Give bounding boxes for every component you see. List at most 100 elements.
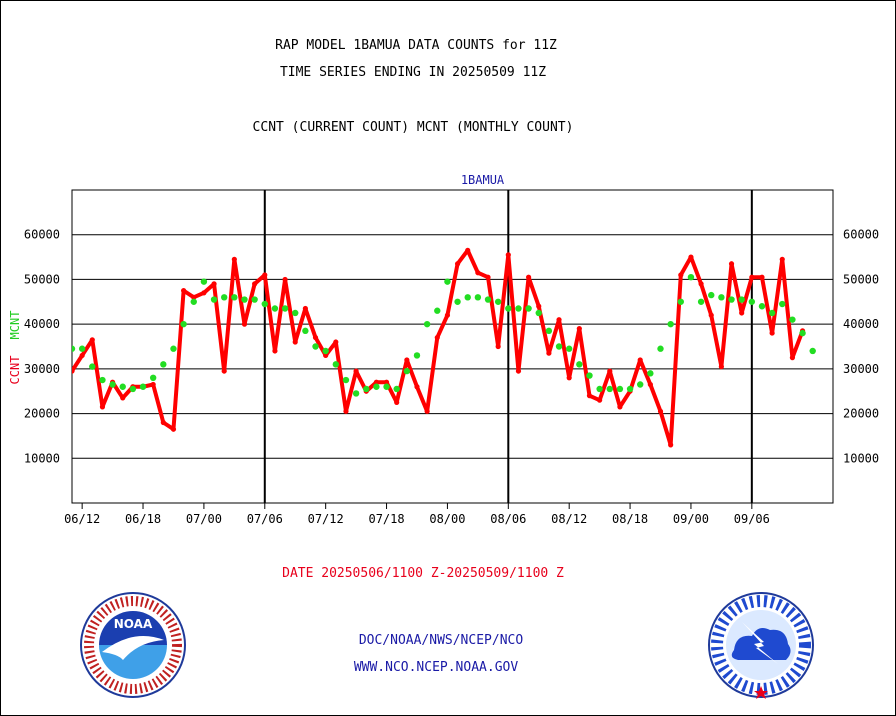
series-point-ccnt [394, 399, 400, 405]
series-point-mcnt [160, 361, 167, 368]
series-point-ccnt [252, 281, 258, 287]
series-point-mcnt [748, 298, 756, 305]
series-point-mcnt [292, 309, 299, 317]
series-point-ccnt [739, 310, 745, 316]
series-point-ccnt [181, 288, 187, 294]
series-point-mcnt [129, 385, 137, 393]
series-point-mcnt [363, 385, 370, 393]
series-point-ccnt [749, 274, 755, 280]
national-weather-service-logo [708, 592, 814, 699]
series-point-mcnt [139, 383, 147, 390]
x-tick-label: 07/12 [308, 512, 344, 526]
series-point-ccnt [789, 355, 796, 361]
series-point-ccnt [728, 261, 735, 267]
series-point-mcnt [190, 298, 197, 305]
y-tick-label-left: 60000 [24, 228, 60, 242]
series-point-ccnt [150, 381, 156, 388]
series-point-mcnt [210, 296, 218, 303]
series-point-mcnt [352, 390, 360, 397]
series-point-mcnt [454, 298, 461, 305]
series-point-mcnt [302, 327, 309, 335]
series-point-mcnt [312, 343, 319, 350]
series-point-mcnt [78, 345, 86, 352]
series-point-mcnt [484, 296, 492, 303]
series-point-mcnt [596, 385, 603, 393]
y-tick-label-right: 20000 [843, 407, 879, 421]
series-point-mcnt [657, 345, 664, 352]
series-point-mcnt [474, 294, 482, 301]
series-point-ccnt [566, 375, 572, 381]
series-point-mcnt [423, 320, 431, 328]
series-point-ccnt [576, 326, 582, 332]
series-point-ccnt [201, 290, 207, 296]
series-point-ccnt [343, 408, 349, 414]
series-point-mcnt [637, 381, 644, 388]
series-point-mcnt [576, 361, 583, 368]
y-tick-label-right: 60000 [843, 228, 879, 242]
series-point-mcnt [799, 329, 806, 337]
series-point-mcnt [606, 385, 613, 393]
series-point-ccnt [72, 368, 75, 374]
series-point-mcnt [616, 385, 624, 393]
series-point-mcnt [687, 273, 695, 281]
x-tick-label: 07/06 [247, 512, 283, 526]
series-point-ccnt [668, 442, 674, 448]
series-point-ccnt [586, 393, 593, 399]
series-point-mcnt [393, 385, 400, 393]
date-range-label: DATE 20250506/1100 Z-20250509/1100 Z [282, 566, 564, 581]
series-point-ccnt [779, 256, 785, 262]
series-point-ccnt [272, 348, 278, 354]
series-point-mcnt [545, 327, 553, 335]
series-point-mcnt [565, 345, 573, 352]
series-point-ccnt [678, 272, 684, 278]
series-point-ccnt [353, 368, 359, 374]
series-point-ccnt [637, 357, 643, 363]
organization-label: DOC/NOAA/NWS/NCEP/NCO [358, 633, 524, 648]
series-point-mcnt [89, 363, 96, 370]
series-point-mcnt [109, 381, 116, 388]
series-point-mcnt [718, 294, 725, 301]
series-point-mcnt [241, 296, 248, 303]
series-point-ccnt [170, 426, 177, 432]
svg-text:NOAA: NOAA [114, 617, 153, 631]
series-point-ccnt [383, 379, 390, 385]
series-point-ccnt [434, 334, 440, 341]
series-point-ccnt [444, 312, 451, 318]
series-point-mcnt [271, 305, 279, 312]
series-point-mcnt [170, 345, 177, 352]
series-point-ccnt [465, 247, 471, 253]
series-point-ccnt [191, 294, 197, 300]
series-point-mcnt [342, 376, 350, 384]
x-tick-label: 06/12 [64, 512, 100, 526]
series-point-ccnt [698, 281, 704, 287]
y-tick-label-right: 40000 [843, 317, 879, 331]
series-point-mcnt [768, 309, 776, 317]
series-point-ccnt [89, 337, 95, 343]
series-point-ccnt [515, 368, 522, 374]
series-point-mcnt [149, 374, 157, 381]
series-point-ccnt [597, 397, 603, 403]
x-tick-label: 08/12 [551, 512, 587, 526]
series-point-mcnt [789, 316, 796, 323]
y-tick-label-right: 10000 [843, 451, 879, 465]
series-point-ccnt [526, 274, 532, 280]
series-point-ccnt [241, 321, 248, 327]
series-point-ccnt [323, 352, 329, 359]
series-point-mcnt [373, 383, 380, 390]
series-point-mcnt [667, 320, 674, 328]
series-point-ccnt [759, 274, 765, 280]
y-tick-label-left: 40000 [24, 317, 60, 331]
y-tick-label-right: 30000 [843, 362, 879, 376]
series-point-ccnt [79, 352, 85, 359]
series-point-ccnt [657, 408, 664, 414]
series-point-mcnt [626, 385, 634, 393]
x-tick-label: 07/00 [186, 512, 222, 526]
noaa-logo: NOAA [80, 592, 186, 698]
series-point-ccnt [99, 404, 106, 410]
series-point-mcnt [505, 305, 512, 312]
series-point-mcnt [322, 347, 329, 355]
series-point-ccnt [454, 261, 461, 267]
series-point-mcnt [728, 296, 735, 303]
series-point-mcnt [221, 294, 228, 301]
